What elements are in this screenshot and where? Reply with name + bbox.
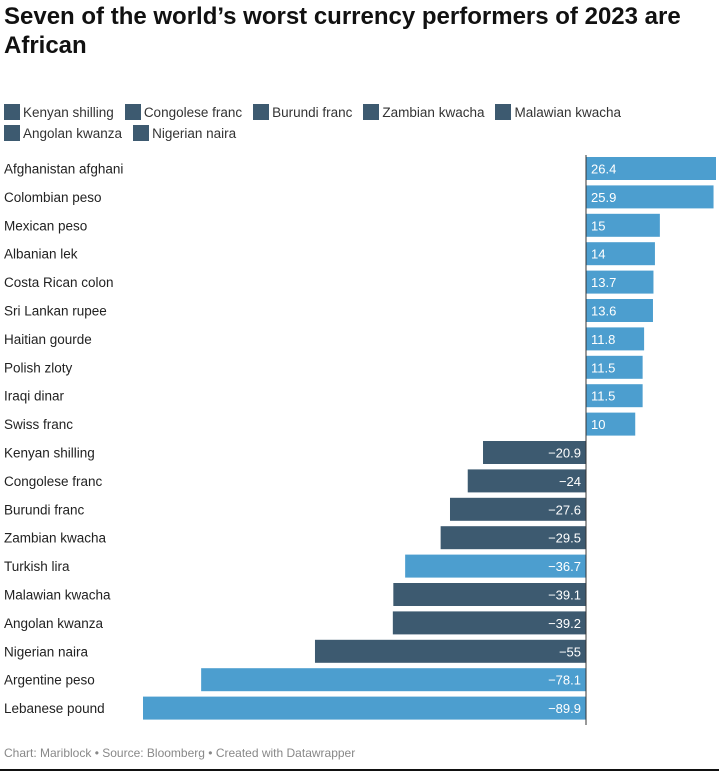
bar-value-label: 15 <box>591 218 605 233</box>
bar <box>586 384 643 408</box>
bar <box>440 526 586 550</box>
legend-label: Nigerian naira <box>152 125 237 141</box>
bar <box>586 185 714 209</box>
bar-value-label: −89.9 <box>548 701 581 716</box>
bottom-rule <box>0 769 719 771</box>
category-label: Argentine peso <box>4 673 95 688</box>
bar <box>467 469 586 493</box>
bar <box>143 696 586 720</box>
category-label: Afghanistan afghani <box>4 162 123 177</box>
category-label: Costa Rican colon <box>4 275 114 290</box>
bar <box>392 611 586 635</box>
legend-item: Congolese franc <box>124 103 243 121</box>
bar-value-label: 11.8 <box>591 332 615 347</box>
bar-value-label: −39.2 <box>548 616 581 631</box>
bar-value-label: 25.9 <box>591 190 616 205</box>
legend-swatch <box>4 104 20 120</box>
legend-swatch <box>4 125 20 141</box>
category-label: Swiss franc <box>4 417 73 432</box>
legend-swatch <box>495 104 512 120</box>
legend-swatch <box>124 104 141 120</box>
legend-swatch <box>133 125 150 141</box>
legend-item: Zambian kwacha <box>363 103 484 121</box>
bar <box>586 157 716 180</box>
bar-value-label: 11.5 <box>591 389 615 404</box>
chart-footer: Chart: Mariblock • Source: Bloomberg • C… <box>4 746 356 760</box>
category-label: Albanian lek <box>4 247 78 262</box>
category-label: Lebanese pound <box>4 701 105 716</box>
bar <box>449 497 586 521</box>
bar-value-label: 13.6 <box>591 304 616 319</box>
category-label: Zambian kwacha <box>4 531 107 546</box>
bar-value-label: 26.4 <box>591 162 616 177</box>
legend-label: Zambian kwacha <box>382 104 485 120</box>
bar <box>405 554 586 578</box>
legend-item: Angolan kwanza <box>4 124 122 142</box>
category-label: Mexican peso <box>4 218 87 233</box>
bar <box>586 242 655 266</box>
legend-label: Angolan kwanza <box>23 125 123 141</box>
legend-item: Burundi franc <box>253 103 352 121</box>
category-label: Colombian peso <box>4 190 102 205</box>
bar-value-label: −24 <box>559 474 581 489</box>
bar <box>393 583 586 606</box>
category-label: Polish zloty <box>4 360 73 375</box>
bar-value-label: 11.5 <box>591 360 615 375</box>
bar-value-label: 13.7 <box>591 275 616 290</box>
bar-chart: Afghanistan afghani 26.4 Colombian peso 25.… <box>4 155 716 725</box>
legend-item: Nigerian naira <box>133 124 236 142</box>
bar <box>483 441 586 464</box>
bar <box>201 668 586 692</box>
category-label: Iraqi dinar <box>4 389 65 404</box>
bar-value-label: −27.6 <box>548 502 581 517</box>
bar <box>586 299 653 322</box>
bar <box>586 270 654 294</box>
legend-swatch <box>363 104 380 120</box>
bar-value-label: −39.1 <box>548 588 581 603</box>
category-label: Angolan kwanza <box>4 616 104 631</box>
chart-subtitle <box>4 72 704 90</box>
bar-value-label: −36.7 <box>548 559 581 574</box>
category-label: Nigerian naira <box>4 644 89 659</box>
category-label: Turkish lira <box>4 559 70 574</box>
bar <box>586 327 645 351</box>
bar-value-label: 14 <box>591 247 605 262</box>
bar <box>314 639 586 663</box>
legend-item: Malawian kwacha <box>495 103 621 121</box>
bar-value-label: −29.5 <box>548 531 581 546</box>
category-label: Burundi franc <box>4 502 85 517</box>
bar-value-label: 10 <box>591 417 605 432</box>
category-label: Congolese franc <box>4 474 103 489</box>
category-label: Sri Lankan rupee <box>4 304 107 319</box>
bar-value-label: −78.1 <box>548 673 581 688</box>
legend: Kenyan shilling Congolese franc Burundi fr… <box>4 103 704 142</box>
legend-label: Congolese franc <box>143 104 243 120</box>
bar <box>586 355 643 379</box>
bar-value-label: −55 <box>559 644 581 659</box>
category-label: Malawian kwacha <box>4 588 111 603</box>
category-label: Haitian gourde <box>4 332 92 347</box>
bar <box>586 412 636 436</box>
bar-value-label: −20.9 <box>548 446 581 461</box>
chart-title: Seven of the world’s worst currency perf… <box>4 3 681 59</box>
legend-label: Burundi franc <box>272 104 353 120</box>
legend-swatch <box>253 104 270 120</box>
legend-label: Kenyan shilling <box>23 104 114 120</box>
legend-label: Malawian kwacha <box>514 104 622 120</box>
category-label: Kenyan shilling <box>4 446 95 461</box>
legend-item: Kenyan shilling <box>4 103 114 121</box>
bar <box>586 213 660 237</box>
